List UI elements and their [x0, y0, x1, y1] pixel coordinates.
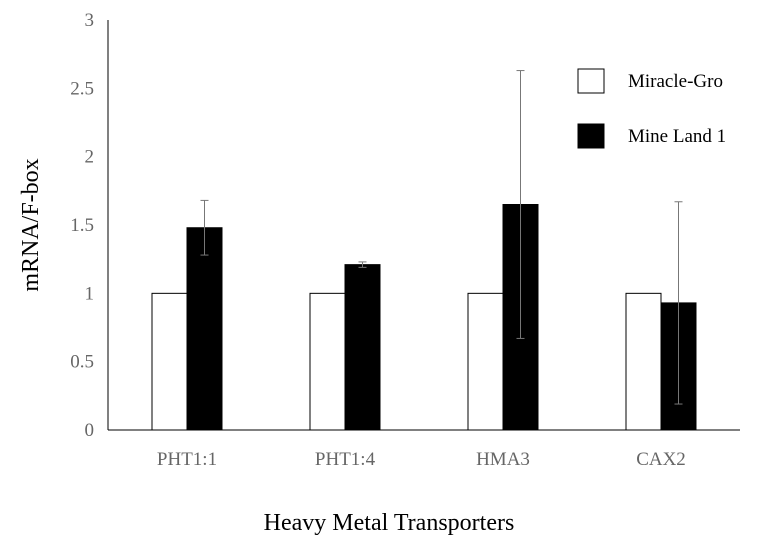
y-tick-label: 2	[85, 147, 95, 168]
x-axis-title: Heavy Metal Transporters	[264, 510, 515, 536]
y-tick-label: 0	[85, 420, 95, 441]
x-tick-label: PHT1:1	[157, 449, 217, 470]
bar-miracle-gro-pht1-4	[309, 292, 346, 431]
y-tick-label: 3	[85, 10, 95, 31]
legend-swatch-mine-land-1	[577, 123, 605, 149]
bars	[151, 204, 697, 431]
y-tick-label: 1.5	[70, 215, 94, 236]
legend-label-mine-land-1: Mine Land 1	[628, 126, 726, 147]
legend-label-miracle-gro: Miracle-Gro	[628, 71, 723, 92]
error-bars	[200, 70, 683, 405]
bar-miracle-gro-hma3	[467, 292, 504, 431]
y-tick-label: 2.5	[70, 78, 94, 99]
y-axis-ticks: 0 0.5 1 1.5 2 2.5 3	[70, 10, 94, 441]
x-tick-label: PHT1:4	[315, 449, 376, 470]
y-tick-label: 1	[85, 283, 95, 304]
y-tick-label: 0.5	[70, 352, 94, 373]
x-tick-label: HMA3	[476, 449, 530, 470]
legend-swatch-miracle-gro	[577, 68, 605, 94]
x-tick-label: CAX2	[636, 449, 686, 470]
bar-mine-land-1-pht1-1	[186, 227, 223, 431]
legend: Miracle-Gro Mine Land 1	[577, 68, 726, 149]
y-axis-title: mRNA/F-box	[18, 158, 44, 291]
bar-miracle-gro-cax2	[625, 292, 662, 431]
bar-mine-land-1-pht1-4	[344, 264, 381, 431]
bar-miracle-gro-pht1-1	[151, 292, 188, 431]
x-axis-labels: PHT1:1 PHT1:4 HMA3 CAX2	[157, 449, 686, 470]
